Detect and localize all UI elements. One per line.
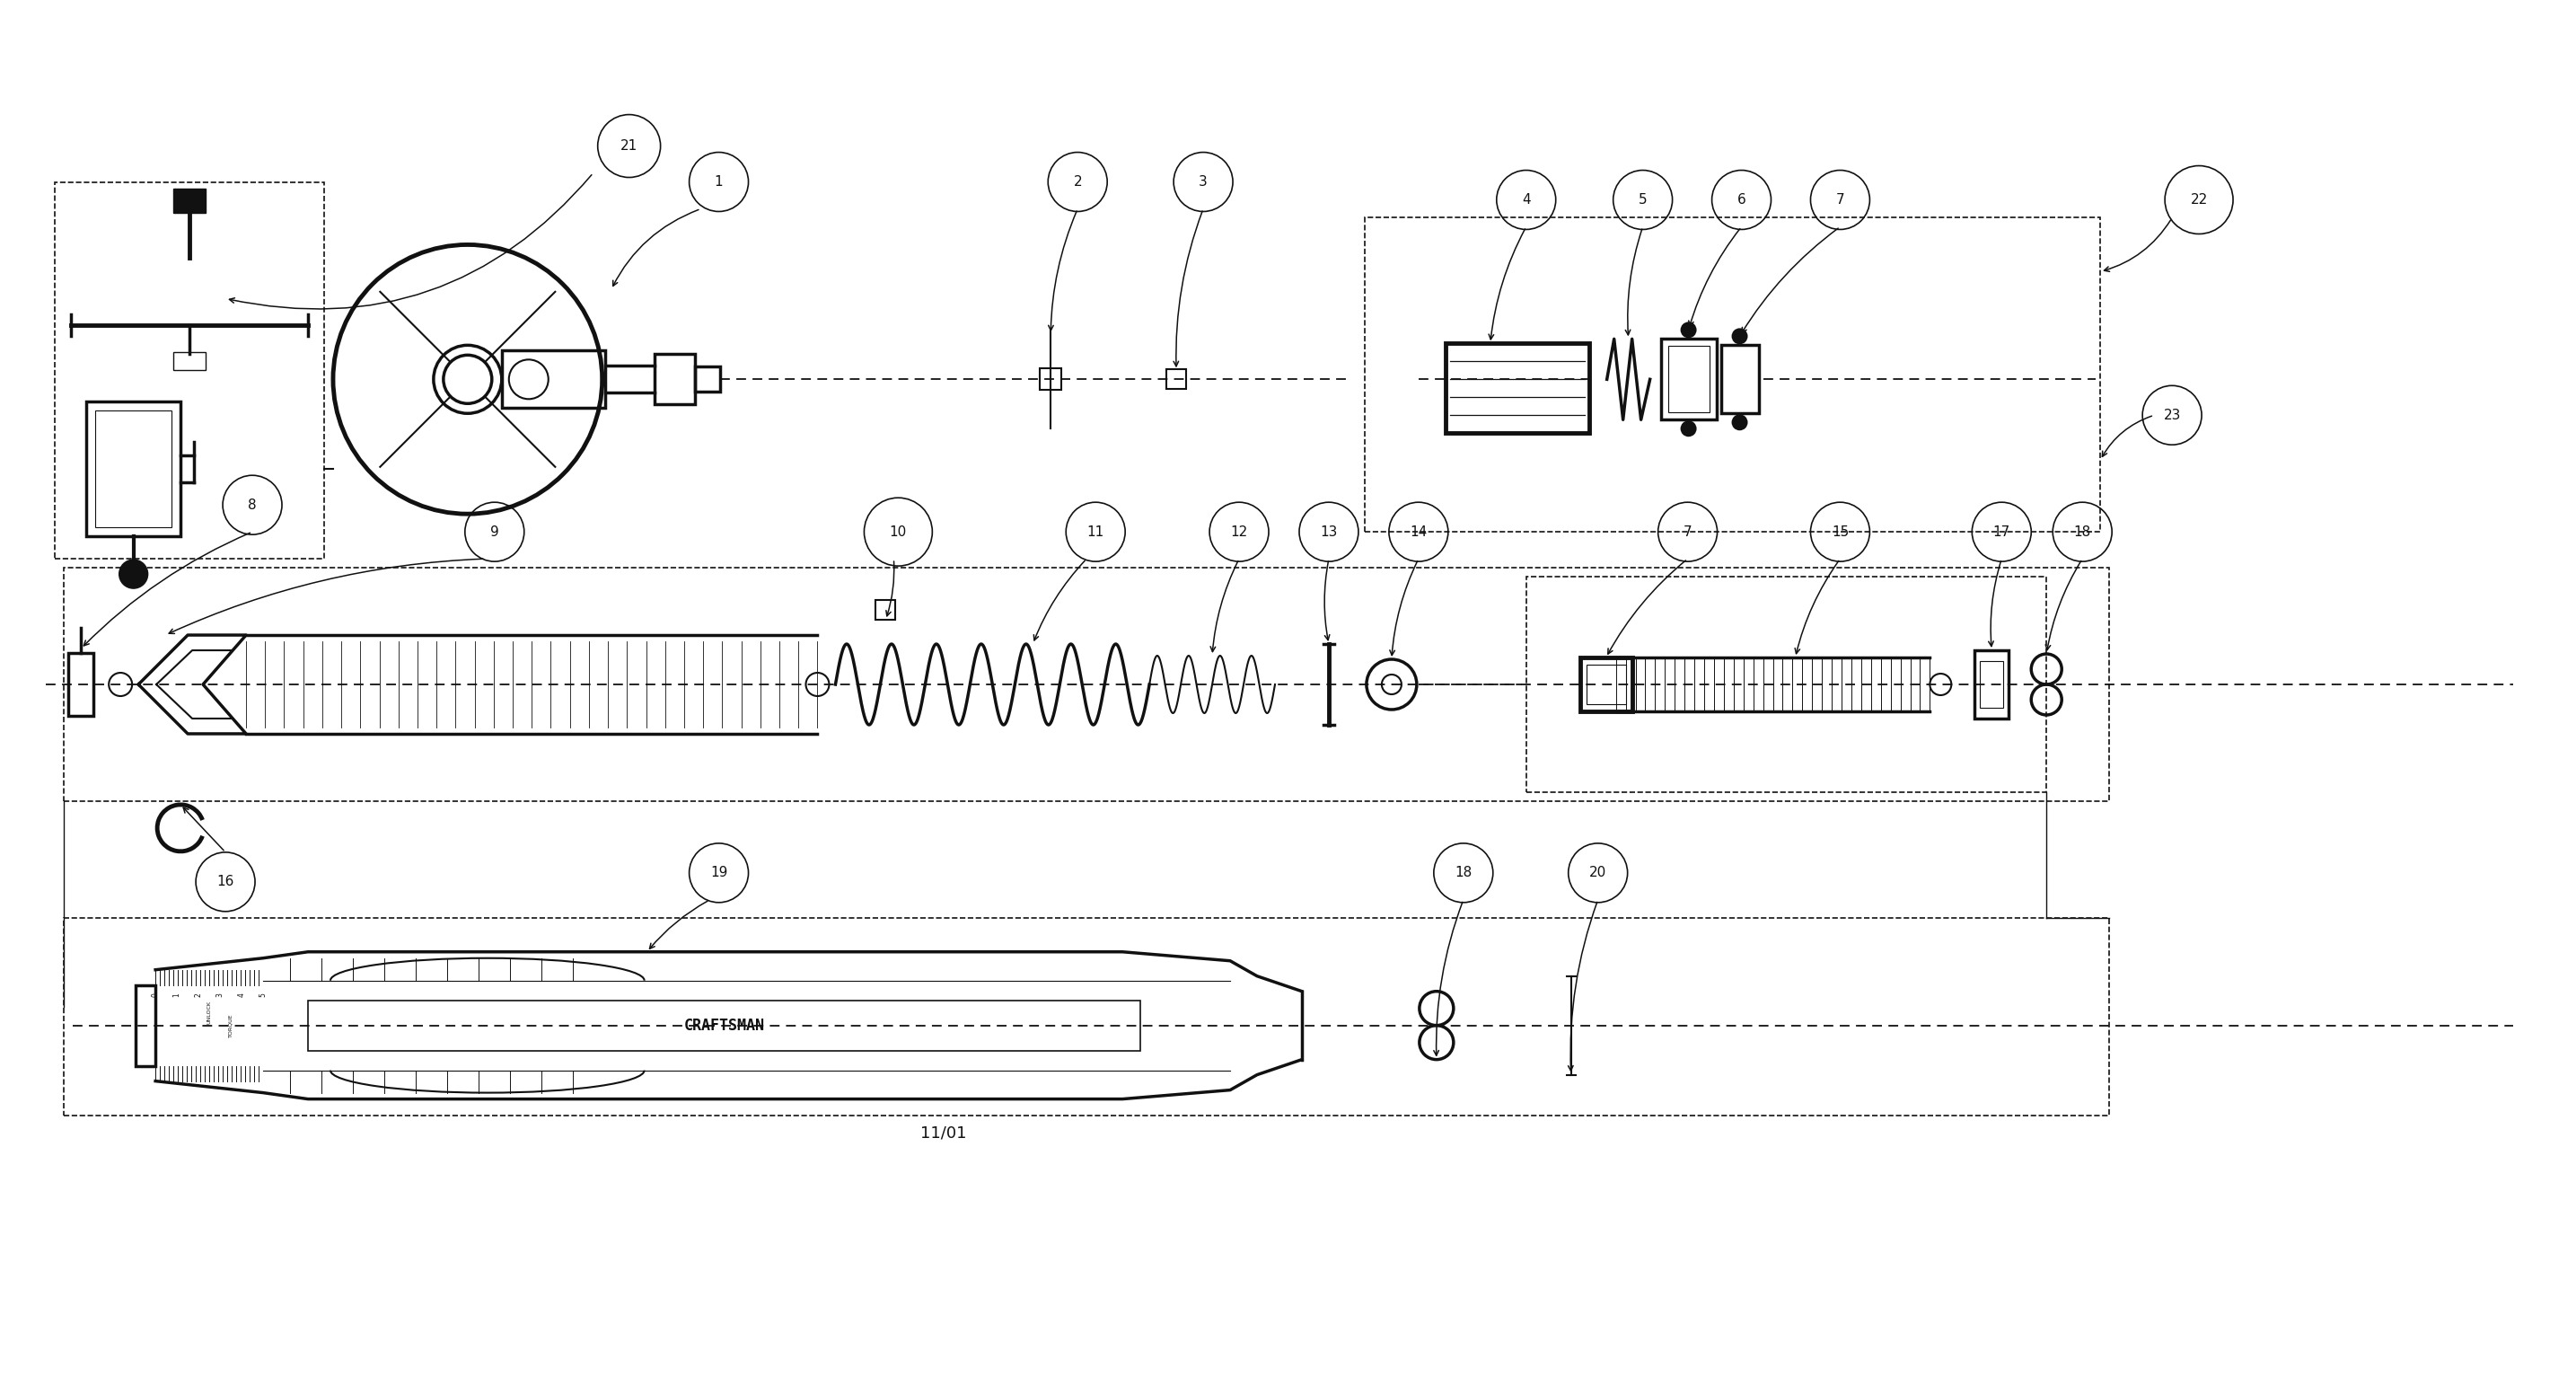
Text: 18: 18	[1455, 866, 1471, 879]
Text: 3: 3	[1198, 175, 1208, 188]
Circle shape	[118, 560, 147, 589]
Bar	[1365, 217, 2099, 532]
Text: 2: 2	[1074, 175, 1082, 188]
Text: 11/01: 11/01	[920, 1125, 966, 1141]
Text: 4: 4	[1522, 193, 1530, 206]
Text: CRAFTSMAN: CRAFTSMAN	[683, 1018, 765, 1033]
Circle shape	[1680, 421, 1698, 436]
Bar	[696, 367, 719, 392]
Bar	[1579, 658, 1633, 712]
Bar	[64, 918, 2110, 1115]
Bar	[502, 350, 605, 409]
Bar	[1981, 661, 2004, 708]
Bar	[88, 402, 180, 536]
Bar	[70, 652, 93, 716]
Bar	[309, 1000, 1141, 1051]
Text: 20: 20	[1589, 866, 1607, 879]
Text: 7: 7	[1682, 525, 1692, 539]
Text: 23: 23	[2164, 409, 2182, 422]
Bar	[95, 411, 173, 528]
Text: 5: 5	[1638, 193, 1646, 206]
Text: 7: 7	[1837, 193, 1844, 206]
Text: 6: 6	[1736, 193, 1747, 206]
Text: 21: 21	[621, 140, 639, 152]
Text: 10: 10	[889, 525, 907, 539]
Text: UNLOCK: UNLOCK	[206, 1000, 211, 1024]
Text: 19: 19	[711, 866, 726, 879]
Bar	[54, 181, 325, 558]
Text: 13: 13	[1319, 525, 1337, 539]
Text: 18: 18	[2074, 525, 2092, 539]
Bar	[137, 985, 155, 1066]
Text: 3: 3	[216, 992, 224, 997]
Text: 1: 1	[173, 993, 180, 997]
Bar	[173, 188, 206, 213]
Bar	[1525, 576, 2045, 792]
Text: 14: 14	[1409, 525, 1427, 539]
Text: 2: 2	[193, 993, 204, 997]
Circle shape	[1731, 328, 1747, 345]
Text: 22: 22	[2190, 193, 2208, 206]
Circle shape	[1680, 321, 1698, 338]
Bar	[876, 600, 896, 620]
Text: 12: 12	[1231, 525, 1247, 539]
Circle shape	[1731, 414, 1747, 431]
Bar	[654, 355, 696, 404]
Text: 4: 4	[237, 992, 245, 997]
Text: TORQUE: TORQUE	[229, 1014, 232, 1037]
Text: 9: 9	[489, 525, 500, 539]
Text: 15: 15	[1832, 525, 1850, 539]
Bar	[1041, 368, 1061, 391]
Bar	[173, 352, 206, 370]
Text: 17: 17	[1994, 525, 2009, 539]
Bar	[1662, 339, 1716, 420]
Bar	[64, 568, 2110, 801]
Bar	[1587, 665, 1625, 704]
Text: 0: 0	[152, 992, 160, 997]
Text: 16: 16	[216, 875, 234, 889]
Text: 5: 5	[260, 992, 268, 997]
Bar	[1667, 346, 1708, 413]
Bar	[1445, 343, 1589, 434]
Bar	[1167, 370, 1185, 389]
Text: 1: 1	[714, 175, 724, 188]
Bar	[1721, 345, 1759, 413]
Text: 11: 11	[1087, 525, 1105, 539]
Text: 8: 8	[247, 499, 258, 511]
Bar	[1976, 651, 2009, 719]
